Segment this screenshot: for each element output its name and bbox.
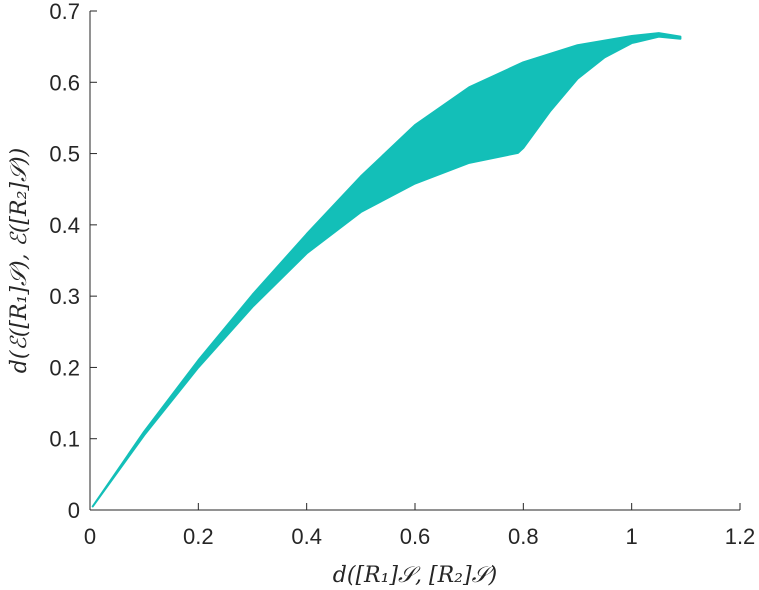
x-axis-ticks: 0 0.2 0.4 0.6 0.8 1 1.2 — [84, 503, 755, 549]
y-tick-label: 0.6 — [49, 70, 80, 95]
y-tick-label: 0.3 — [49, 284, 80, 309]
y-tick-label: 0.2 — [49, 355, 80, 380]
x-tick-label: 1 — [626, 524, 638, 549]
y-tick-label: 0.1 — [49, 427, 80, 452]
x-axis-label: d([R₁]𝒮, [R₂]𝒮) — [333, 563, 497, 588]
y-tick-label: 0.4 — [49, 213, 80, 238]
y-axis-ticks: 0 0.1 0.2 0.3 0.4 0.5 0.6 0.7 — [49, 0, 97, 523]
y-tick-label: 0 — [68, 498, 80, 523]
x-tick-label: 0.6 — [400, 524, 431, 549]
x-tick-label: 0.4 — [291, 524, 322, 549]
x-tick-label: 0.2 — [183, 524, 214, 549]
x-tick-label: 0.8 — [508, 524, 539, 549]
x-tick-label: 1.2 — [725, 524, 756, 549]
y-axis-label: d(ℰ([R₁]𝒮), ℰ([R₂]𝒮)) — [7, 148, 32, 373]
y-tick-label: 0.7 — [49, 0, 80, 24]
x-tick-label: 0 — [84, 524, 96, 549]
data-band-area — [91, 32, 682, 508]
y-tick-label: 0.5 — [49, 142, 80, 167]
